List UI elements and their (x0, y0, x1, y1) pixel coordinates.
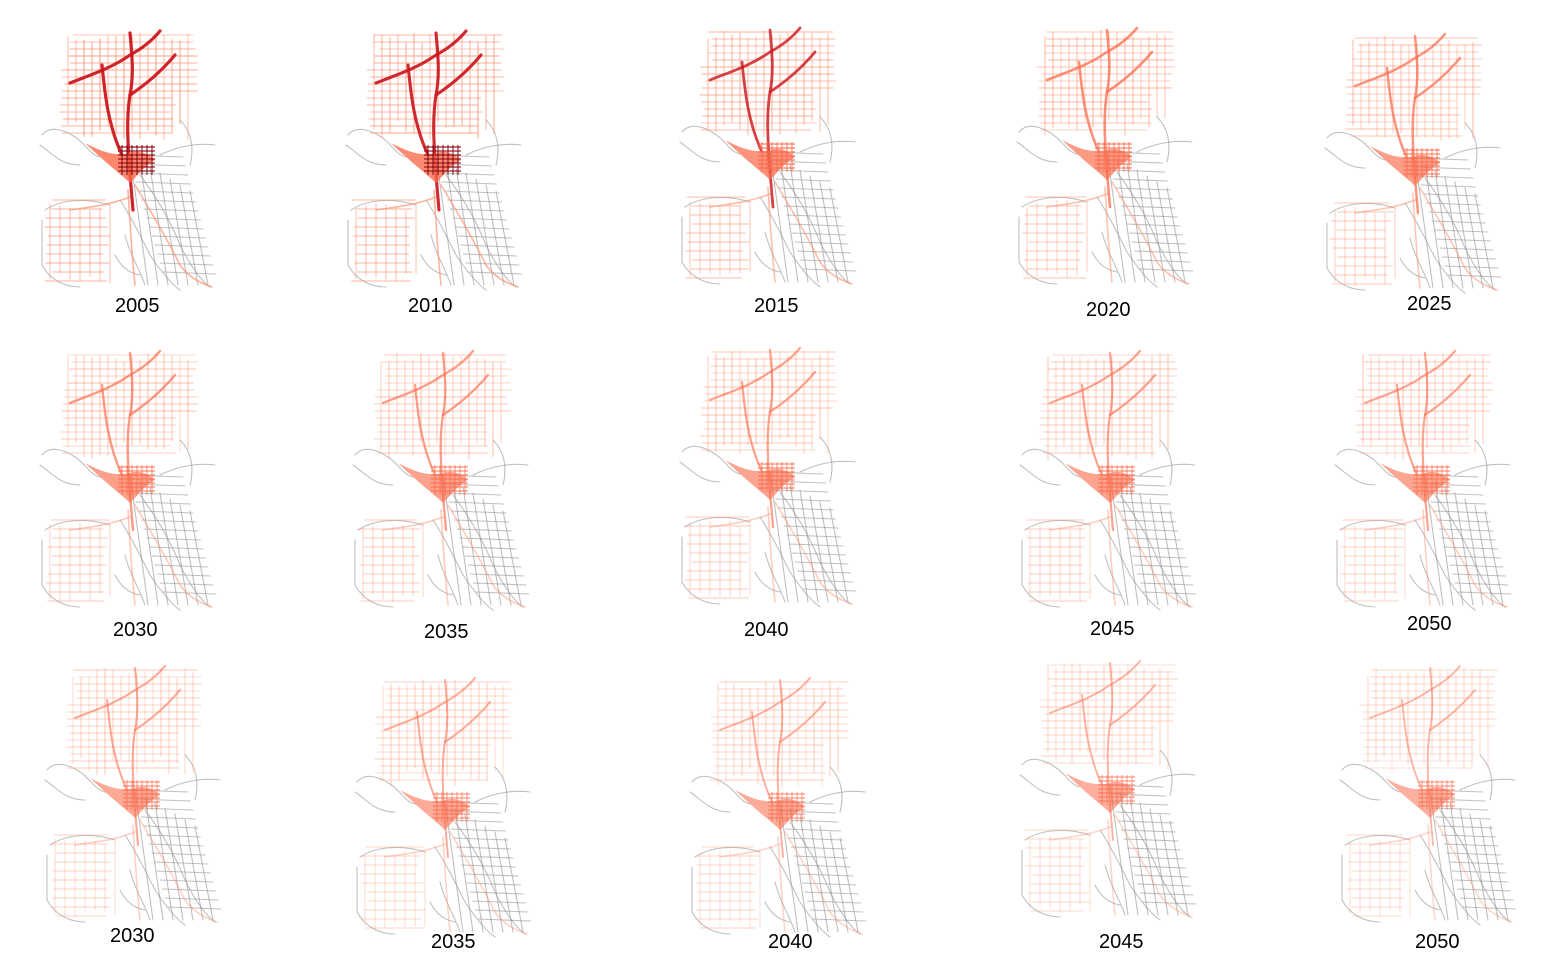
traffic-heat-network (1024, 660, 1193, 918)
year-label: 2015 (754, 295, 799, 317)
map-panel-2050-row3 (1330, 660, 1550, 960)
map-panel-2005-row1 (30, 25, 250, 325)
traffic-heat-network (685, 26, 853, 285)
base-road-network (679, 116, 857, 288)
map-panel-2045-row2 (1010, 345, 1230, 645)
road-network-map (354, 676, 532, 938)
traffic-heat-network (351, 29, 519, 288)
base-road-network (354, 766, 532, 938)
year-label: 2030 (113, 619, 158, 641)
year-label: 2025 (1407, 293, 1452, 315)
road-network-map (352, 349, 530, 611)
traffic-hotspot-downtown (735, 790, 805, 830)
road-network-map (1019, 349, 1197, 611)
traffic-heat-network (1022, 26, 1190, 285)
map-panel-2040-row3 (680, 672, 900, 972)
traffic-hotspot-downtown (725, 460, 795, 500)
map-panel-2050-row2 (1325, 345, 1545, 645)
traffic-hotspot-downtown (1370, 146, 1440, 186)
traffic-hotspot-downtown (1065, 773, 1135, 813)
traffic-hotspot-downtown (400, 790, 470, 830)
traffic-hotspot-downtown (90, 778, 160, 818)
year-label: 2020 (1086, 299, 1131, 321)
road-network-map (39, 29, 217, 291)
road-network-map (39, 349, 217, 611)
traffic-heat-network (359, 676, 528, 935)
road-network-map (679, 26, 857, 288)
year-label: 2040 (744, 619, 789, 641)
map-panel-2030-row3 (35, 660, 255, 960)
road-network-map (44, 664, 222, 926)
base-road-network (1324, 122, 1502, 294)
year-label: 2035 (424, 621, 469, 643)
traffic-hotspot-downtown (1062, 140, 1132, 180)
traffic-heat-network (1329, 32, 1498, 291)
road-network-map (689, 677, 867, 938)
base-road-network (1019, 749, 1197, 921)
map-panel-2035-row2 (343, 345, 563, 645)
base-road-network (689, 766, 867, 938)
year-label: 2045 (1090, 618, 1135, 640)
road-network-map (679, 346, 857, 608)
year-label: 2035 (431, 931, 476, 953)
map-panel-2020-row1 (1007, 22, 1227, 322)
base-road-network (1339, 754, 1517, 926)
map-panel-2010-row1 (336, 25, 556, 325)
traffic-heat-network (44, 29, 213, 288)
traffic-heat-network (1025, 349, 1193, 608)
traffic-hotspot-downtown (85, 463, 155, 503)
map-panel-2035-row3 (345, 672, 565, 972)
traffic-hotspot-downtown (1065, 463, 1135, 503)
map-panel-2045-row3 (1010, 655, 1230, 955)
road-network-map (1324, 32, 1502, 294)
traffic-hotspot-downtown (391, 143, 461, 183)
base-road-network (345, 119, 523, 291)
road-network-map (1339, 665, 1517, 926)
year-label: 2030 (110, 925, 155, 947)
year-label: 2050 (1415, 931, 1460, 953)
traffic-heat-network (45, 349, 213, 608)
map-panel-2015-row1 (670, 22, 890, 322)
road-network-map (1334, 349, 1512, 611)
traffic-heat-network (1340, 349, 1508, 608)
year-label: 2040 (768, 931, 813, 953)
traffic-hotspot-downtown (85, 143, 155, 183)
traffic-hotspot-downtown (725, 140, 795, 180)
road-network-map (1019, 660, 1197, 921)
year-label: 2010 (408, 295, 453, 317)
year-label: 2045 (1099, 931, 1144, 953)
road-network-map (345, 29, 523, 291)
year-label: 2050 (1407, 613, 1452, 635)
traffic-heat-network (684, 346, 853, 605)
traffic-hotspot-downtown (1380, 463, 1450, 503)
map-panel-2040-row2 (670, 342, 890, 642)
traffic-heat-network (357, 349, 526, 608)
map-panel-2025-row1 (1315, 28, 1535, 328)
traffic-heat-network (50, 664, 218, 923)
year-label: 2005 (115, 295, 160, 317)
road-network-map (1016, 26, 1194, 288)
base-road-network (1019, 439, 1197, 611)
traffic-hotspot-downtown (1385, 778, 1455, 818)
traffic-hotspot-downtown (398, 463, 468, 503)
map-panel-2030-row2 (30, 345, 250, 645)
traffic-heat-network (694, 677, 863, 935)
